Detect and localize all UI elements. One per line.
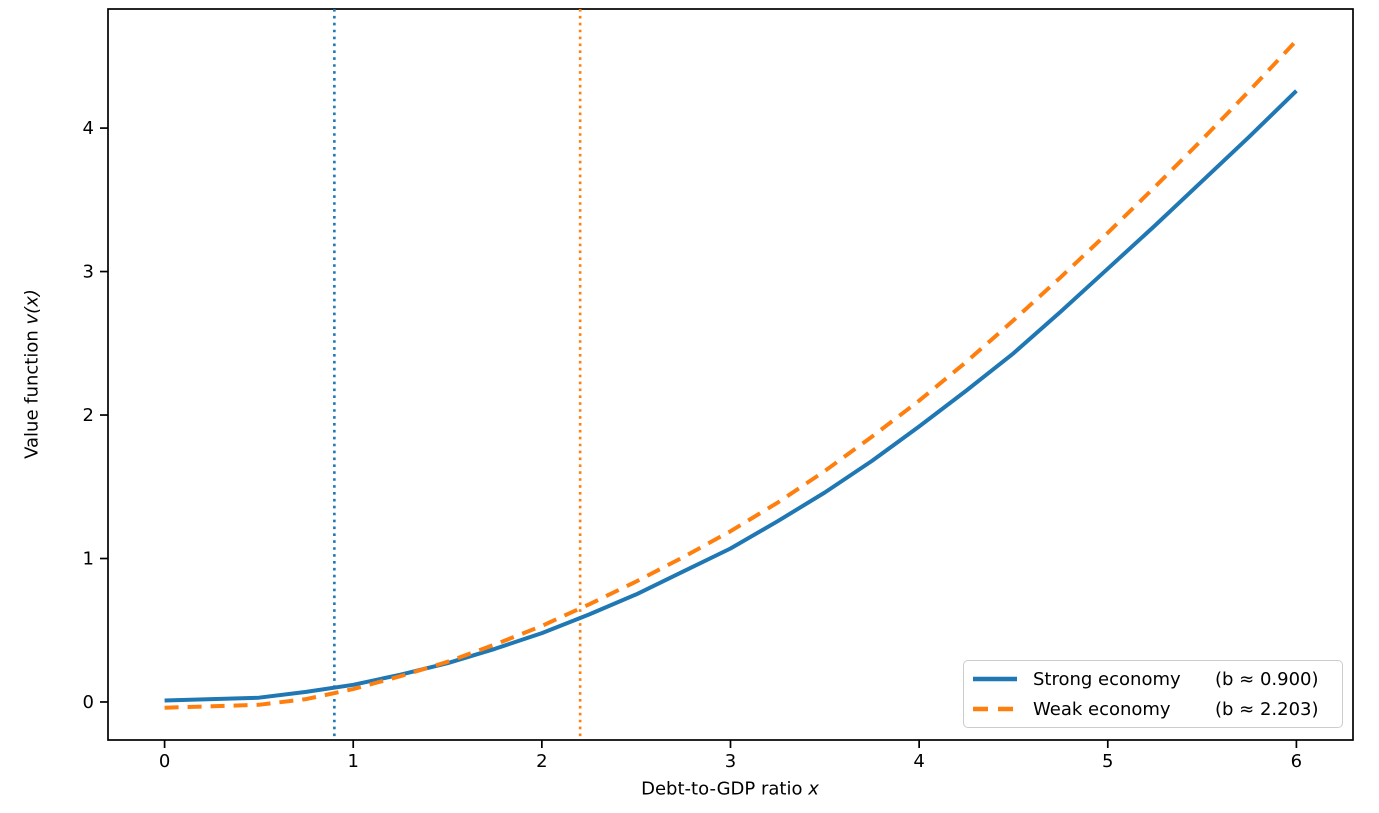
x-tick-label: 5: [1102, 751, 1113, 772]
x-tick-label: 4: [913, 751, 924, 772]
strong-economy-curve: [164, 89, 1298, 703]
y-axis-label: Value function v(x): [22, 289, 43, 459]
legend-value: (b ≈ 0.900): [1215, 668, 1319, 690]
x-tick-label: 3: [725, 751, 736, 772]
x-axis-label-var: x: [808, 778, 819, 800]
axes-spines: [107, 8, 1354, 741]
x-axis-label: Debt-to-GDP ratio x: [641, 779, 819, 800]
legend-label: Weak economy: [1033, 698, 1171, 720]
y-tick-label: 4: [83, 118, 94, 139]
legend: Strong economy (b ≈ 0.900) Weak economy (b …: [963, 660, 1343, 728]
x-tick-label: 0: [159, 751, 170, 772]
y-tick-label: 1: [83, 549, 94, 570]
legend-line-sample-weak-economy: [973, 706, 1017, 712]
y-tick-label: 0: [83, 692, 94, 713]
x-tick-label: 2: [536, 751, 547, 772]
legend-item-weak-economy: Weak economy (b ≈ 2.203): [973, 694, 1342, 724]
x-tick-label: 6: [1291, 751, 1302, 772]
x-axis-label-text: Debt-to-GDP ratio: [641, 778, 803, 800]
y-axis-label-text: Value function: [21, 330, 43, 459]
y-axis-label-var: v(x): [21, 289, 43, 325]
legend-item-strong-economy: Strong economy (b ≈ 0.900): [973, 664, 1342, 694]
legend-value: (b ≈ 2.203): [1215, 698, 1319, 720]
y-tick-label: 2: [83, 405, 94, 426]
y-tick-label: 3: [83, 262, 94, 283]
x-tick-label: 1: [348, 751, 359, 772]
legend-line-sample-strong-economy: [973, 676, 1017, 682]
legend-label: Strong economy: [1033, 668, 1181, 690]
weak-economy-curve: [164, 39, 1298, 710]
